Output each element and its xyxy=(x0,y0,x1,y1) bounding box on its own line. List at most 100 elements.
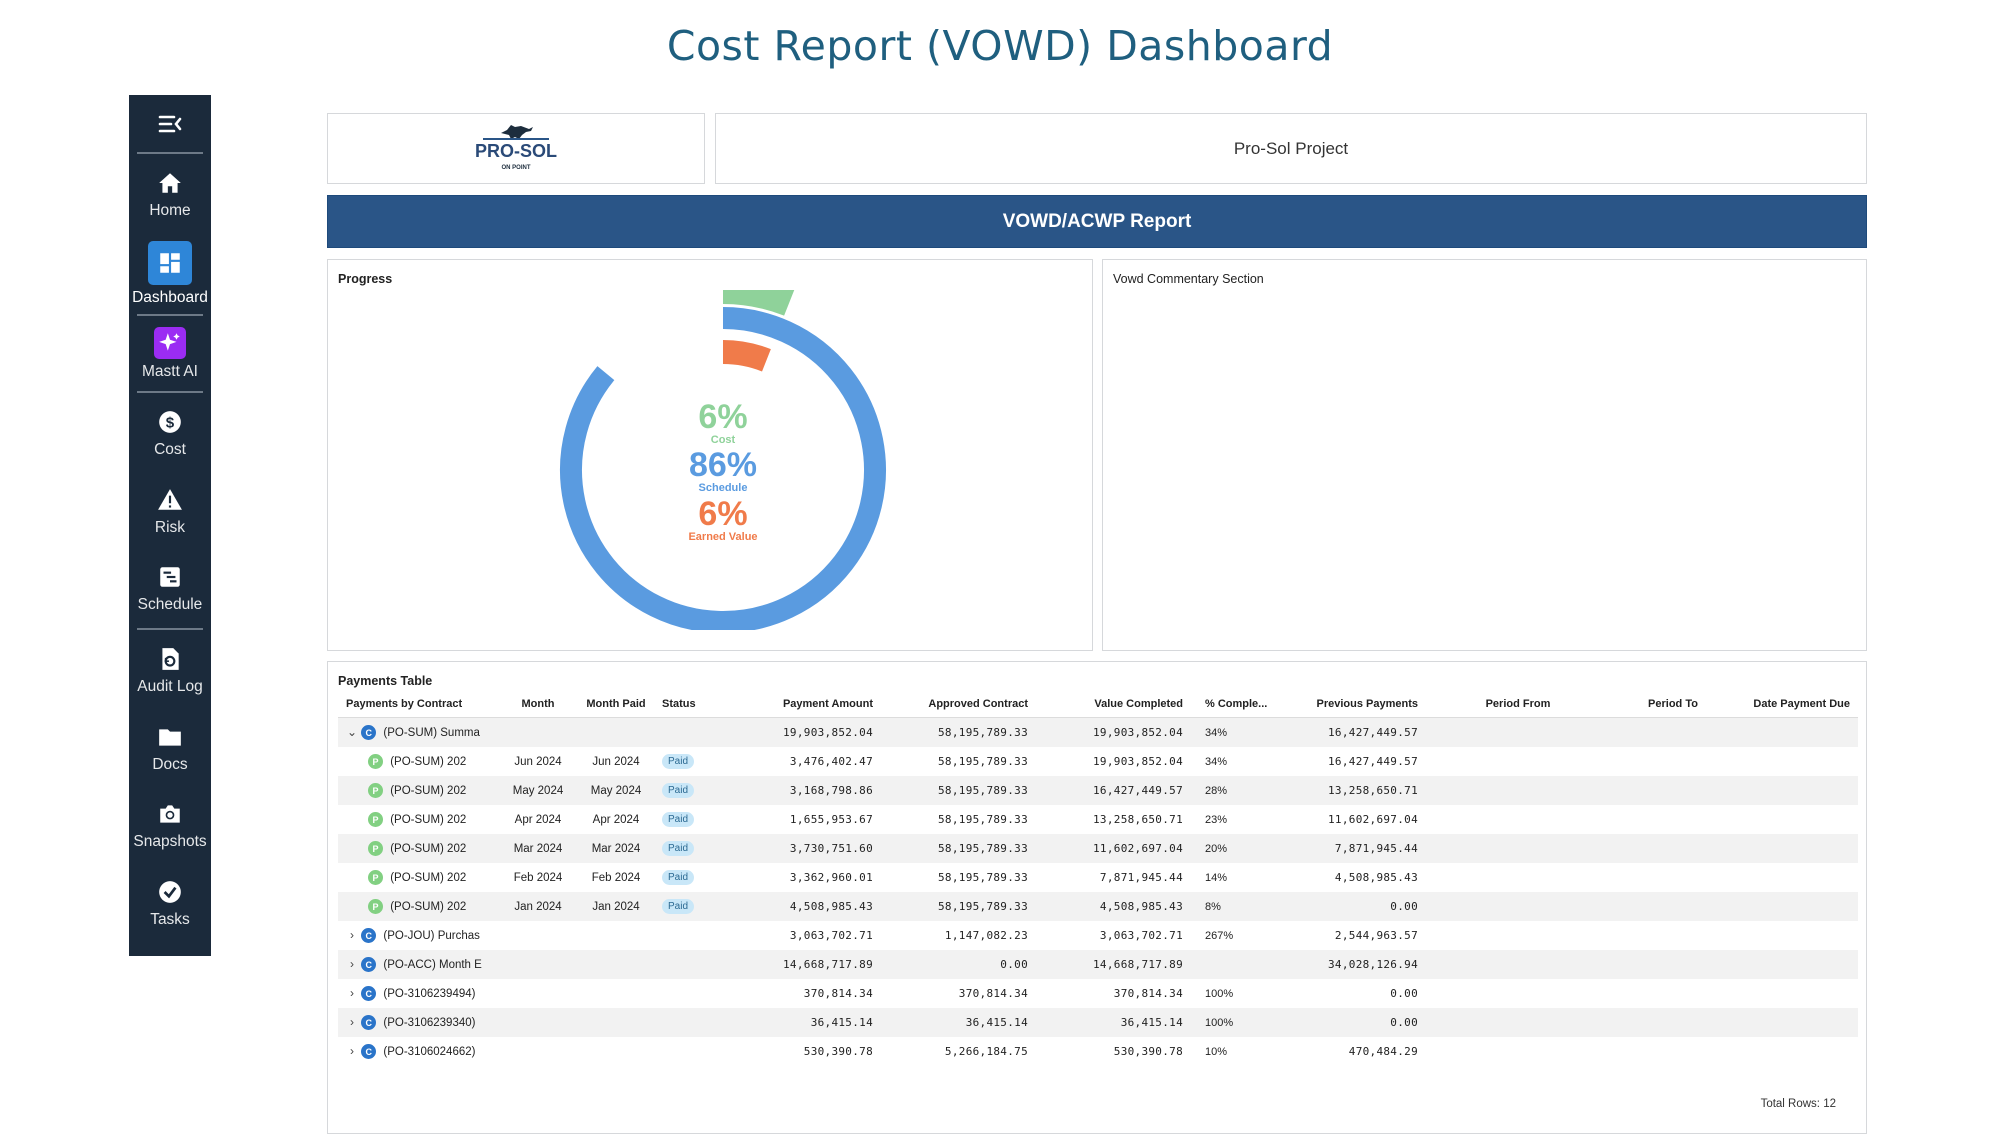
dashboard-icon xyxy=(148,241,192,285)
sidebar-item-schedule[interactable]: Schedule xyxy=(129,548,211,628)
payments-table-title: Payments Table xyxy=(338,674,432,688)
month-cell: Jun 2024 xyxy=(508,756,568,768)
column-header[interactable]: Approved Contract xyxy=(873,698,1028,710)
table-row[interactable]: › C (PO-3106024662) 530,390.78 5,266,184.7… xyxy=(338,1037,1858,1066)
payment-cell: 530,390.78 xyxy=(718,1045,873,1058)
sidebar-item-docs[interactable]: Docs xyxy=(129,710,211,785)
column-header[interactable]: Payments by Contract xyxy=(346,698,486,710)
completed-cell: 36,415.14 xyxy=(1028,1016,1183,1029)
completed-cell: 7,871,945.44 xyxy=(1028,871,1183,884)
row-name: (PO-SUM) 202 xyxy=(390,814,466,826)
check-circle-icon xyxy=(155,877,185,907)
column-header[interactable]: Date Payment Due xyxy=(1728,698,1850,710)
status-cell: Paid xyxy=(662,899,722,914)
contract-icon: C xyxy=(361,928,376,943)
table-row[interactable]: › C (PO-JOU) Purchas 3,063,702.71 1,147,08… xyxy=(338,921,1858,950)
sidebar-item-tasks[interactable]: Tasks xyxy=(129,865,211,940)
status-cell: Paid xyxy=(662,812,722,827)
chevron-right-icon[interactable]: › xyxy=(346,957,358,971)
project-name: Pro-Sol Project xyxy=(715,113,1867,184)
sidebar: Home Dashboard Mastt AI $ Cost Risk Schedule Au… xyxy=(129,95,211,956)
column-header[interactable]: Month Paid xyxy=(576,698,656,710)
completed-cell: 3,063,702.71 xyxy=(1028,929,1183,942)
table-row[interactable]: P (PO-SUM) 202 Feb 2024 Feb 2024 Paid 3,362,… xyxy=(338,863,1858,892)
sidebar-item-cost[interactable]: $ Cost xyxy=(129,393,211,473)
table-row[interactable]: P (PO-SUM) 202 May 2024 May 2024 Paid 3,168,… xyxy=(338,776,1858,805)
pct-cell: 28% xyxy=(1205,785,1275,797)
previous-cell: 16,427,449.57 xyxy=(1278,726,1418,739)
table-row[interactable]: P (PO-SUM) 202 Apr 2024 Apr 2024 Paid 1,655,… xyxy=(338,805,1858,834)
payment-cell: 19,903,852.04 xyxy=(718,726,873,739)
progress-panel: Progress 6% Cost 86% Schedule 6% Earned … xyxy=(327,259,1093,651)
total-rows: Total Rows: 12 xyxy=(1761,1098,1836,1110)
chevron-right-icon[interactable]: › xyxy=(346,986,358,1000)
chevron-down-icon[interactable]: ⌄ xyxy=(346,725,358,739)
approved-cell: 370,814.34 xyxy=(873,987,1028,1000)
chevron-right-icon[interactable]: › xyxy=(346,1044,358,1058)
sidebar-item-mastt-ai[interactable]: Mastt AI xyxy=(129,316,211,391)
sidebar-item-snapshots[interactable]: Snapshots xyxy=(129,785,211,865)
chevron-right-icon[interactable]: › xyxy=(346,928,358,942)
contract-icon: C xyxy=(361,725,376,740)
row-name: (PO-JOU) Purchas xyxy=(383,930,480,942)
payment-cell: 370,814.34 xyxy=(718,987,873,1000)
completed-cell: 19,903,852.04 xyxy=(1028,755,1183,768)
menu-collapse-icon[interactable] xyxy=(129,95,211,152)
payment-cell: 3,168,798.86 xyxy=(718,784,873,797)
pct-cell: 267% xyxy=(1205,930,1275,942)
audit-log-icon xyxy=(155,644,185,674)
column-header[interactable]: Previous Payments xyxy=(1278,698,1418,710)
sidebar-item-audit-log[interactable]: Audit Log xyxy=(129,630,211,710)
column-header[interactable]: Period To xyxy=(1613,698,1733,710)
approved-cell: 58,195,789.33 xyxy=(873,755,1028,768)
home-icon xyxy=(155,168,185,198)
approved-cell: 58,195,789.33 xyxy=(873,900,1028,913)
company-logo: PRO-SOL ON POINT xyxy=(471,121,561,177)
chevron-right-icon[interactable]: › xyxy=(346,1015,358,1029)
month-paid-cell: Jun 2024 xyxy=(576,756,656,768)
payments-table[interactable]: Payments by Contract Month Month Paid Statu… xyxy=(338,690,1858,1066)
column-header[interactable]: Period From xyxy=(1458,698,1578,710)
table-row[interactable]: › C (PO-3106239494) 370,814.34 370,814.34 3… xyxy=(338,979,1858,1008)
status-badge: Paid xyxy=(662,870,694,885)
sidebar-item-dashboard[interactable]: Dashboard xyxy=(129,234,211,314)
payment-cell: 3,063,702.71 xyxy=(718,929,873,942)
completed-cell: 16,427,449.57 xyxy=(1028,784,1183,797)
table-row[interactable]: P (PO-SUM) 202 Mar 2024 Mar 2024 Paid 3,730,… xyxy=(338,834,1858,863)
column-header[interactable]: Month xyxy=(508,698,568,710)
sidebar-item-home[interactable]: Home xyxy=(129,154,211,234)
pct-cell: 8% xyxy=(1205,901,1275,913)
table-row[interactable]: › C (PO-3106239340) 36,415.14 36,415.14 36,… xyxy=(338,1008,1858,1037)
commentary-panel[interactable]: Vowd Commentary Section xyxy=(1102,259,1867,651)
company-logo-box: PRO-SOL ON POINT xyxy=(327,113,705,184)
payment-icon: P xyxy=(368,783,383,798)
month-paid-cell: Apr 2024 xyxy=(576,814,656,826)
column-header[interactable]: Payment Amount xyxy=(718,698,873,710)
month-cell: Mar 2024 xyxy=(508,843,568,855)
sidebar-item-risk[interactable]: Risk xyxy=(129,473,211,548)
table-row[interactable]: › C (PO-ACC) Month E 14,668,717.89 0.00 14,… xyxy=(338,950,1858,979)
sidebar-item-label: Dashboard xyxy=(132,289,208,307)
report-banner: VOWD/ACWP Report xyxy=(327,195,1867,248)
sidebar-item-label: Mastt AI xyxy=(142,363,198,381)
column-header[interactable]: Value Completed xyxy=(1028,698,1183,710)
row-name: (PO-SUM) 202 xyxy=(390,756,466,768)
payment-cell: 3,362,960.01 xyxy=(718,871,873,884)
month-cell: Apr 2024 xyxy=(508,814,568,826)
pct-cell: 10% xyxy=(1205,1046,1275,1058)
month-cell: Jan 2024 xyxy=(508,901,568,913)
month-paid-cell: Feb 2024 xyxy=(576,872,656,884)
pct-cell: 34% xyxy=(1205,756,1275,768)
approved-cell: 58,195,789.33 xyxy=(873,842,1028,855)
table-row[interactable]: ⌄ C (PO-SUM) Summa 19,903,852.04 58,195,78… xyxy=(338,718,1858,747)
approved-cell: 58,195,789.33 xyxy=(873,784,1028,797)
status-cell: Paid xyxy=(662,754,722,769)
earned-value-arc xyxy=(723,352,766,360)
column-header[interactable]: % Comple... xyxy=(1205,698,1275,710)
table-row[interactable]: P (PO-SUM) 202 Jun 2024 Jun 2024 Paid 3,476,… xyxy=(338,747,1858,776)
sidebar-item-label: Tasks xyxy=(150,911,190,929)
table-row[interactable]: P (PO-SUM) 202 Jan 2024 Jan 2024 Paid 4,508,… xyxy=(338,892,1858,921)
previous-cell: 0.00 xyxy=(1278,900,1418,913)
column-header[interactable]: Status xyxy=(662,698,722,710)
row-name: (PO-SUM) 202 xyxy=(390,785,466,797)
